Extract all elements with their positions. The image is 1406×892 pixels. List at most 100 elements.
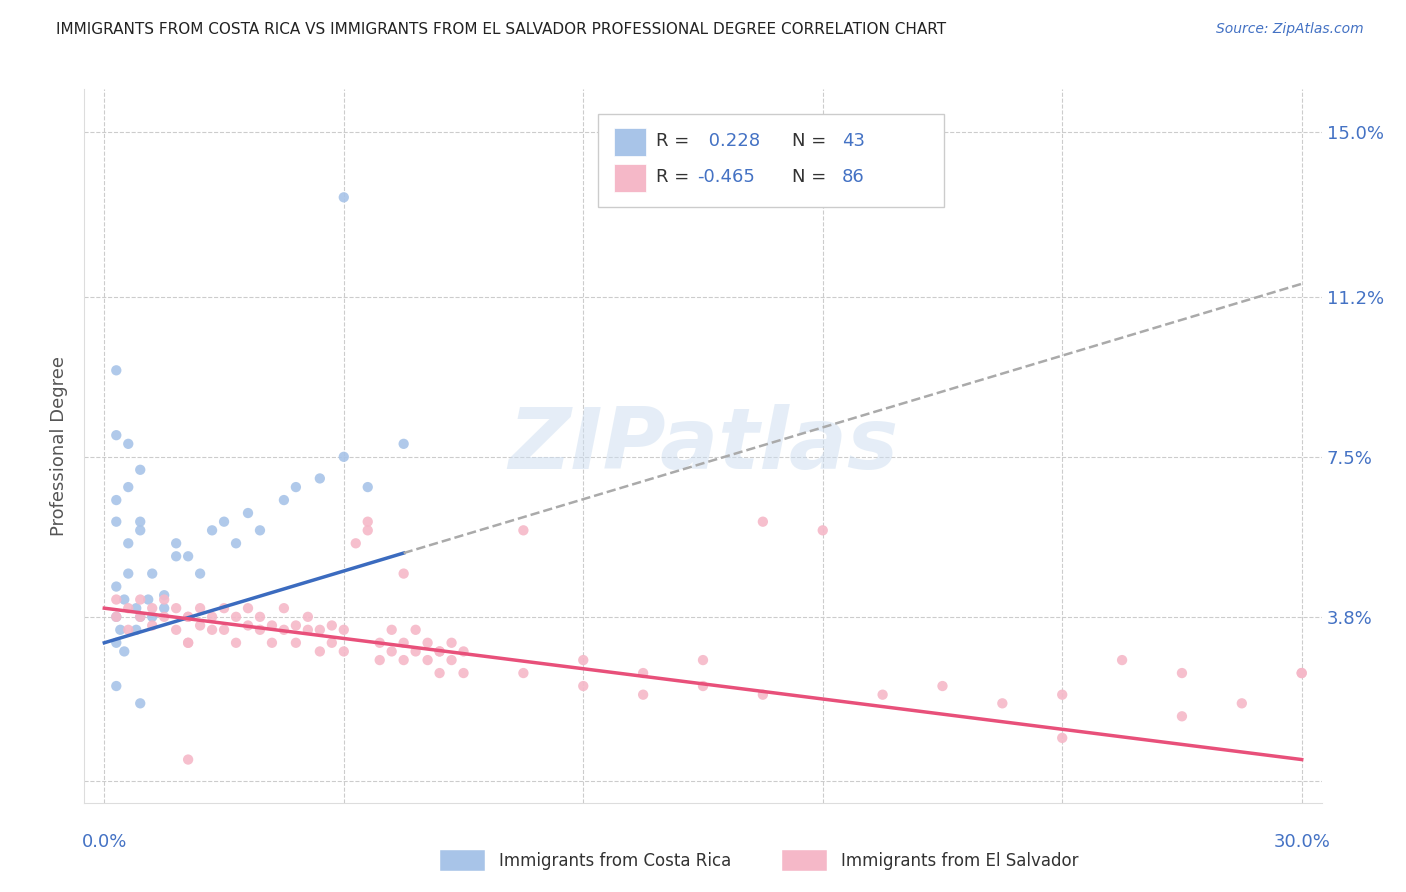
Point — [405, 623, 427, 637]
Point — [811, 524, 834, 538]
Point — [177, 636, 200, 650]
Point — [136, 592, 159, 607]
Text: 43: 43 — [842, 132, 865, 150]
Point — [117, 480, 139, 494]
Point — [112, 644, 135, 658]
Point — [368, 653, 391, 667]
Point — [284, 636, 307, 650]
Point — [129, 463, 152, 477]
Point — [112, 592, 135, 607]
Text: 86: 86 — [842, 168, 865, 186]
Point — [201, 623, 224, 637]
Point — [333, 623, 356, 637]
Point — [212, 601, 235, 615]
FancyBboxPatch shape — [614, 164, 647, 192]
Point — [1291, 666, 1313, 681]
Point — [129, 696, 152, 710]
Point — [153, 601, 176, 615]
Text: R =: R = — [657, 168, 695, 186]
Point — [105, 493, 128, 508]
Point — [129, 515, 152, 529]
Point — [333, 190, 356, 204]
Point — [260, 618, 283, 632]
Text: Source: ZipAtlas.com: Source: ZipAtlas.com — [1216, 22, 1364, 37]
Point — [333, 450, 356, 464]
Point — [125, 623, 148, 637]
Point — [631, 666, 654, 681]
Point — [249, 524, 271, 538]
Point — [165, 601, 187, 615]
Point — [752, 515, 775, 529]
Point — [117, 601, 139, 615]
Point — [177, 610, 200, 624]
Point — [405, 644, 427, 658]
Point — [416, 653, 439, 667]
Point — [188, 618, 211, 632]
Point — [1050, 688, 1073, 702]
FancyBboxPatch shape — [598, 114, 945, 207]
Point — [236, 618, 259, 632]
Point — [165, 536, 187, 550]
Text: 0.228: 0.228 — [703, 132, 761, 150]
Point — [440, 636, 463, 650]
Point — [105, 428, 128, 442]
Point — [273, 601, 295, 615]
Point — [141, 618, 163, 632]
Point — [284, 480, 307, 494]
Text: IMMIGRANTS FROM COSTA RICA VS IMMIGRANTS FROM EL SALVADOR PROFESSIONAL DEGREE CO: IMMIGRANTS FROM COSTA RICA VS IMMIGRANTS… — [56, 22, 946, 37]
Point — [117, 566, 139, 581]
Point — [308, 471, 330, 485]
Point — [572, 653, 595, 667]
Point — [129, 592, 152, 607]
Point — [201, 524, 224, 538]
Point — [308, 623, 330, 637]
Point — [129, 610, 152, 624]
Text: -0.465: -0.465 — [697, 168, 755, 186]
Point — [177, 549, 200, 564]
Point — [117, 536, 139, 550]
Point — [129, 610, 152, 624]
Point — [752, 688, 775, 702]
Point — [1050, 731, 1073, 745]
Point — [249, 610, 271, 624]
Point — [225, 536, 247, 550]
Point — [297, 610, 319, 624]
Point — [110, 623, 132, 637]
Point — [440, 653, 463, 667]
Point — [392, 437, 415, 451]
Point — [429, 666, 451, 681]
Point — [692, 679, 714, 693]
Point — [368, 636, 391, 650]
Point — [631, 688, 654, 702]
Point — [512, 524, 534, 538]
Point — [105, 636, 128, 650]
Point — [153, 592, 176, 607]
Point — [381, 644, 404, 658]
Point — [273, 493, 295, 508]
Point — [416, 636, 439, 650]
Point — [201, 610, 224, 624]
Point — [381, 623, 404, 637]
Point — [991, 696, 1014, 710]
Text: Immigrants from Costa Rica: Immigrants from Costa Rica — [499, 852, 731, 870]
Text: R =: R = — [657, 132, 695, 150]
Point — [260, 636, 283, 650]
Point — [572, 679, 595, 693]
Text: 30.0%: 30.0% — [1274, 833, 1330, 851]
Point — [165, 549, 187, 564]
Point — [105, 515, 128, 529]
Point — [1291, 666, 1313, 681]
Point — [212, 623, 235, 637]
Y-axis label: Professional Degree: Professional Degree — [51, 356, 69, 536]
Point — [321, 618, 343, 632]
Point — [429, 644, 451, 658]
Point — [308, 644, 330, 658]
Point — [117, 437, 139, 451]
Point — [297, 623, 319, 637]
Point — [333, 644, 356, 658]
Text: N =: N = — [792, 132, 832, 150]
Text: N =: N = — [792, 168, 832, 186]
Point — [931, 679, 953, 693]
Point — [872, 688, 894, 702]
Point — [236, 601, 259, 615]
